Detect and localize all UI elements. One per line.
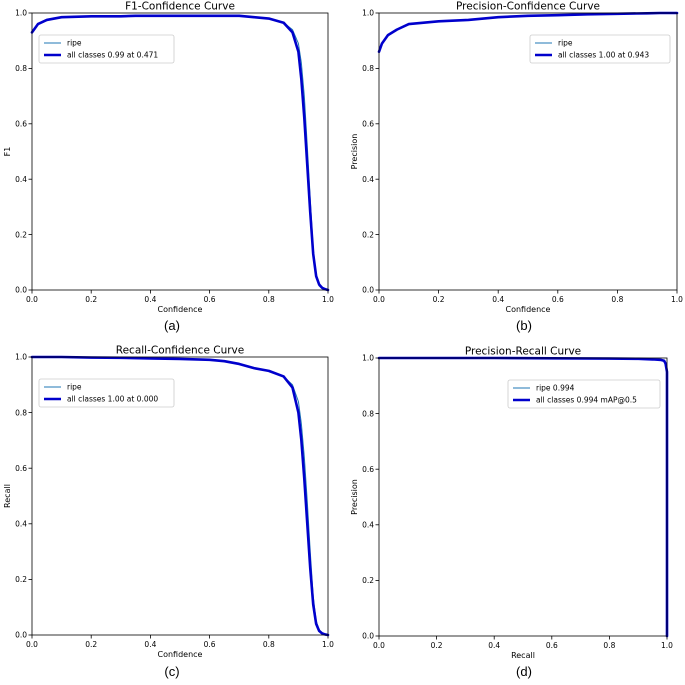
chart-panel-2: 0.0 0.2 0.4 0.6 0.8 1.0 0.0 0.2 0.4 0.6 0.8 1.0 Prec… [350, 1, 683, 334]
x-tick-label: 1.0 [322, 640, 334, 649]
legend: ripe all classes 1.00 at 0.943 [529, 34, 671, 64]
series-line-all-classes [377, 11, 679, 54]
legend: ripe all classes 0.99 at 0.471 [38, 34, 175, 64]
x-tick-label: 0.8 [263, 640, 275, 649]
legend-entry-label: all classes 1.00 at 0.943 [558, 51, 649, 60]
legend-entry-label: all classes 0.99 at 0.471 [67, 51, 158, 60]
y-tick-label: 1.0 [15, 9, 27, 18]
legend-entry-label: ripe [558, 39, 573, 48]
y-tick-label: 0.8 [362, 64, 374, 73]
x-tick-label: 0.0 [373, 295, 385, 304]
y-tick-label: 0.0 [15, 286, 27, 295]
y-axis-label: F1 [3, 147, 12, 157]
x-tick-label: 0.6 [204, 295, 216, 304]
y-tick-label: 0.4 [15, 520, 27, 529]
panel-caption: (d) [516, 664, 532, 679]
x-tick-label: 0.0 [26, 640, 38, 649]
legend: ripe 0.994 all classes 0.994 mAP@0.5 [507, 379, 661, 409]
y-axis-label: Precision [350, 134, 359, 170]
legend: ripe all classes 1.00 at 0.000 [38, 378, 175, 408]
panel-caption: (a) [164, 318, 180, 333]
y-tick-label: 0.6 [15, 464, 27, 473]
x-tick-label: 0.4 [144, 295, 156, 304]
x-tick-label: 0.8 [603, 641, 615, 650]
y-tick-label: 0.0 [362, 632, 374, 641]
x-tick-label: 0.6 [204, 640, 216, 649]
plot-frame [378, 12, 678, 291]
y-tick-label: 0.2 [362, 230, 374, 239]
chart-panel-1: 0.0 0.2 0.4 0.6 0.8 1.0 0.0 0.2 0.4 0.6 0.8 1.0 F1-C… [3, 1, 334, 334]
plot-frame [378, 357, 668, 637]
y-tick-label: 0.6 [362, 465, 374, 474]
series-line-all-classes [30, 355, 330, 637]
chart-title: Precision-Confidence Curve [456, 1, 600, 13]
x-axis-label: Confidence [158, 305, 203, 314]
x-tick-label: 0.6 [552, 295, 564, 304]
x-axis-label: Confidence [158, 650, 203, 659]
y-tick-label: 0.6 [15, 120, 27, 129]
plot-frame [31, 356, 329, 636]
x-tick-label: 0.4 [144, 640, 156, 649]
legend-box [38, 378, 175, 408]
y-tick-label: 1.0 [15, 353, 27, 362]
x-tick-label: 1.0 [671, 295, 683, 304]
y-tick-label: 0.2 [15, 230, 27, 239]
y-tick-label: 0.8 [362, 409, 374, 418]
y-tick-label: 0.8 [15, 64, 27, 73]
x-tick-label: 0.4 [492, 295, 504, 304]
legend-entry-label: all classes 1.00 at 0.000 [67, 395, 158, 404]
chart-title: F1-Confidence Curve [125, 1, 235, 13]
y-tick-label: 1.0 [362, 9, 374, 18]
panel-caption: (b) [516, 318, 532, 333]
y-tick-label: 1.0 [362, 354, 374, 363]
legend-entry-label: all classes 0.994 mAP@0.5 [536, 396, 637, 405]
x-tick-label: 0.6 [546, 641, 558, 650]
y-axis-label: Precision [350, 479, 359, 515]
y-tick-label: 0.4 [362, 175, 374, 184]
legend-box [507, 379, 661, 409]
y-tick-label: 0.2 [15, 575, 27, 584]
x-tick-label: 0.2 [85, 295, 97, 304]
x-tick-label: 0.4 [488, 641, 500, 650]
series-line-all-classes [30, 14, 330, 292]
y-tick-label: 0.2 [362, 576, 374, 585]
chart-title: Precision-Recall Curve [465, 346, 581, 358]
x-tick-label: 1.0 [322, 295, 334, 304]
legend-box [529, 34, 671, 64]
x-axis-label: Confidence [506, 305, 551, 314]
y-tick-label: 0.4 [362, 521, 374, 530]
y-tick-label: 0.6 [362, 120, 374, 129]
y-axis-label: Recall [3, 484, 12, 508]
x-tick-label: 0.2 [85, 640, 97, 649]
panel-caption: (c) [164, 664, 179, 679]
legend-entry-label: ripe [67, 383, 82, 392]
y-tick-label: 0.0 [15, 631, 27, 640]
chart-title: Recall-Confidence Curve [116, 345, 244, 357]
plot-frame [31, 12, 329, 291]
x-tick-label: 0.0 [26, 295, 38, 304]
x-axis-label: Recall [511, 651, 535, 660]
legend-entry-label: ripe 0.994 [536, 384, 575, 393]
x-tick-label: 0.2 [433, 295, 445, 304]
x-tick-label: 0.8 [611, 295, 623, 304]
x-tick-label: 1.0 [661, 641, 673, 650]
chart-panel-3: 0.0 0.2 0.4 0.6 0.8 1.0 0.0 0.2 0.4 0.6 0.8 1.0 Reca… [3, 345, 334, 680]
y-tick-label: 0.8 [15, 408, 27, 417]
y-tick-label: 0.0 [362, 286, 374, 295]
chart-panel-4: 0.0 0.2 0.4 0.6 0.8 1.0 0.0 0.2 0.4 0.6 0.8 1.0 Prec… [350, 346, 673, 680]
x-tick-label: 0.2 [431, 641, 443, 650]
legend-entry-label: ripe [67, 39, 82, 48]
x-tick-label: 0.8 [263, 295, 275, 304]
x-tick-label: 0.0 [373, 641, 385, 650]
y-tick-label: 0.4 [15, 175, 27, 184]
legend-box [38, 34, 175, 64]
